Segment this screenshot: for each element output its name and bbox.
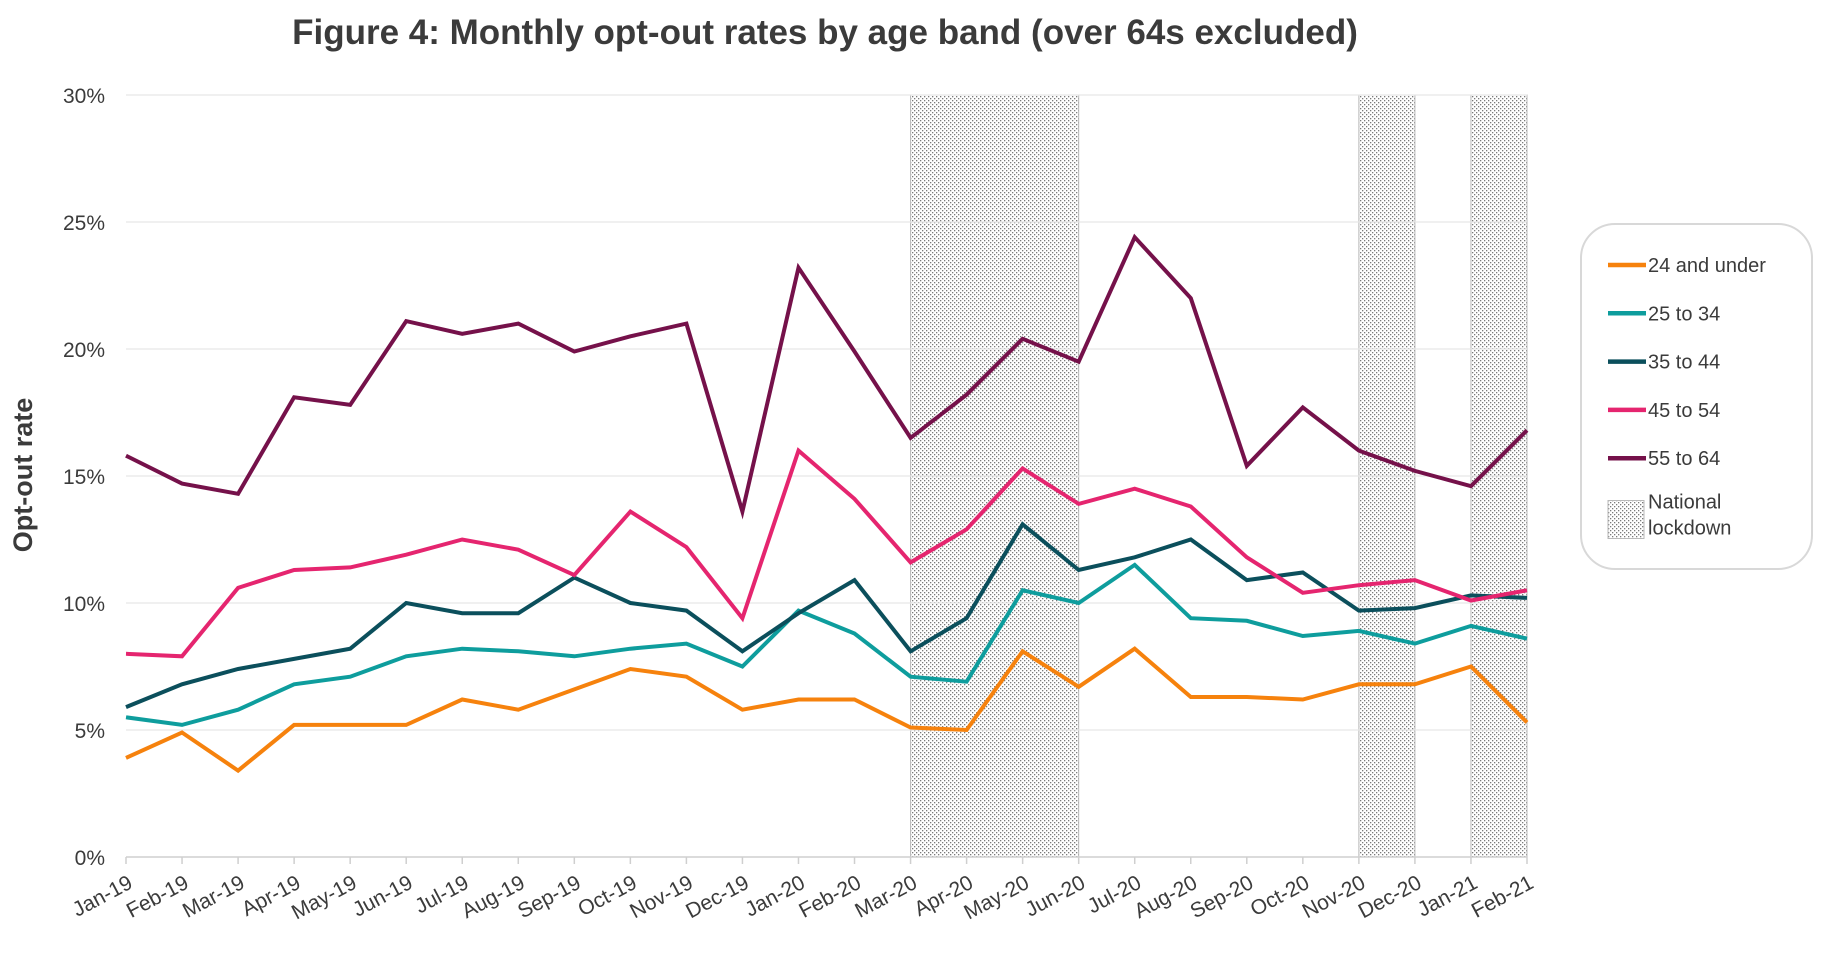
x-tick-label: Aug-19 xyxy=(458,871,529,923)
legend: 24 and under 25 to 34 35 to 44 45 to 54 55 t… xyxy=(1580,223,1813,570)
x-tick-label: Jun-20 xyxy=(1022,871,1089,921)
x-tick-label: Dec-19 xyxy=(682,871,753,923)
x-tick-label: May-20 xyxy=(960,871,1033,924)
y-tick-label: 0% xyxy=(75,847,105,870)
axes: 0%5%10%15%20%25%30%Jan-19Feb-19Mar-19Apr… xyxy=(63,85,1537,924)
series-line-4 xyxy=(125,447,1528,659)
x-tick-label: Nov-19 xyxy=(626,871,697,923)
x-tick-label: Jan-21 xyxy=(1414,871,1481,921)
y-tick-label: 20% xyxy=(63,339,105,362)
x-tick-label: Sep-19 xyxy=(514,871,585,923)
legend-label-4: 45 to 54 xyxy=(1648,400,1720,422)
x-tick-label: Sep-20 xyxy=(1187,871,1258,923)
legend-box xyxy=(1580,223,1813,570)
y-tick-label: 25% xyxy=(63,212,105,235)
x-tick-label: Mar-19 xyxy=(179,871,249,923)
legend-swatch-lockdown xyxy=(1607,500,1645,539)
y-tick-label: 15% xyxy=(63,466,105,489)
y-tick-label: 5% xyxy=(75,720,105,743)
chart-title: Figure 4: Monthly opt-out rates by age b… xyxy=(292,13,1358,52)
x-tick-label: Nov-20 xyxy=(1299,871,1370,923)
x-tick-label: Jun-19 xyxy=(349,871,416,921)
series-line-5 xyxy=(125,233,1529,520)
y-tick-label: 10% xyxy=(63,593,105,616)
legend-label-3: 35 to 44 xyxy=(1648,352,1720,374)
x-tick-label: Feb-19 xyxy=(123,871,193,923)
legend-label-1: 24 and under xyxy=(1648,255,1766,277)
series-line-2 xyxy=(125,562,1528,727)
y-tick-label: 30% xyxy=(63,85,105,108)
series-line-3 xyxy=(125,521,1528,709)
y-axis-label: Opt-out rate xyxy=(8,398,38,553)
legend-label-5: 55 to 64 xyxy=(1648,448,1720,470)
series-line-1 xyxy=(125,646,1529,774)
x-tick-label: Jan-19 xyxy=(69,871,136,921)
x-tick-label: Dec-20 xyxy=(1355,871,1426,923)
x-tick-label: Feb-21 xyxy=(1468,871,1538,923)
legend-label-lockdown: National lockdown xyxy=(1648,492,1731,540)
series-lines xyxy=(125,233,1529,774)
x-tick-label: Jan-20 xyxy=(741,871,808,921)
x-tick-label: May-19 xyxy=(288,871,361,924)
legend-label-2: 25 to 34 xyxy=(1648,303,1720,325)
x-tick-label: Mar-20 xyxy=(851,871,921,923)
x-tick-label: Feb-20 xyxy=(795,871,865,923)
x-tick-label: Aug-20 xyxy=(1131,871,1202,923)
